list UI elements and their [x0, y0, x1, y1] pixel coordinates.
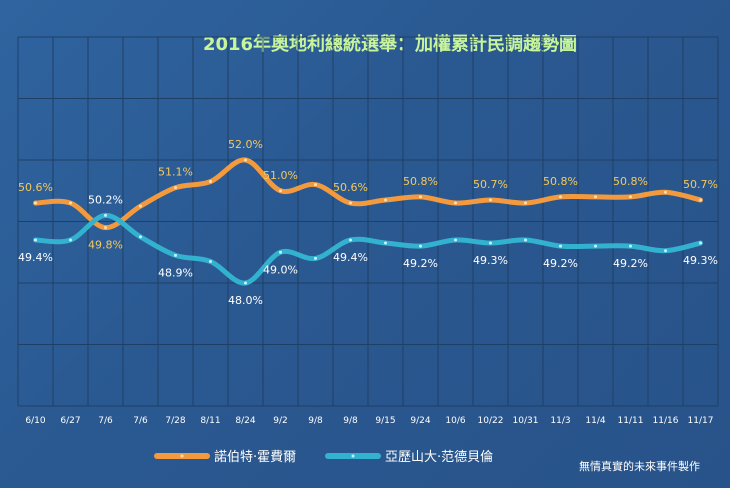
data-point-hofer	[594, 195, 597, 199]
x-tick-label: 9/8	[308, 416, 323, 426]
x-tick-label: 10/6	[445, 416, 465, 426]
data-point-hofer	[489, 198, 492, 202]
x-tick-label: 11/3	[550, 416, 570, 426]
data-label-van-der-bellen: 49.4%	[333, 251, 368, 264]
data-point-hofer	[314, 183, 317, 187]
x-tick-label: 8/24	[235, 416, 255, 426]
data-label-hofer: 51.1%	[158, 166, 193, 179]
data-point-hofer	[104, 226, 107, 230]
data-point-van-der-bellen	[489, 241, 492, 245]
data-label-van-der-bellen: 49.2%	[403, 257, 438, 270]
data-point-van-der-bellen	[139, 235, 142, 239]
data-label-van-der-bellen: 49.3%	[683, 254, 718, 267]
data-point-hofer	[69, 201, 72, 205]
x-tick-label: 9/8	[343, 416, 358, 426]
x-tick-label: 11/16	[653, 416, 679, 426]
x-tick-label: 8/11	[200, 416, 220, 426]
series-line-hofer	[33, 157, 703, 231]
data-point-van-der-bellen	[349, 238, 352, 242]
x-tick-label: 9/2	[273, 416, 287, 426]
data-point-van-der-bellen	[384, 241, 387, 245]
x-tick-label: 11/17	[688, 416, 714, 426]
data-label-van-der-bellen: 49.2%	[543, 257, 578, 270]
legend-marker-van-der-bellen	[351, 454, 355, 458]
x-tick-label: 9/24	[410, 416, 430, 426]
data-point-hofer	[664, 190, 667, 194]
data-label-van-der-bellen: 49.2%	[613, 257, 648, 270]
data-point-van-der-bellen	[244, 281, 247, 285]
data-point-van-der-bellen	[174, 253, 177, 257]
x-axis-ticks: 6/10 6/27 7/6 7/6 7/28 8/11 8/24 9/2 9/8 9/8 9/15 9…	[25, 416, 713, 426]
data-label-hofer: 50.8%	[613, 175, 648, 188]
data-label-hofer: 51.0%	[263, 169, 298, 182]
data-point-hofer	[629, 195, 632, 199]
data-point-hofer	[244, 158, 247, 162]
data-point-van-der-bellen	[104, 213, 107, 217]
x-tick-label: 10/31	[513, 416, 539, 426]
data-point-hofer	[699, 198, 702, 202]
x-tick-label: 11/11	[618, 416, 644, 426]
data-point-hofer	[384, 198, 387, 202]
data-point-hofer	[419, 195, 422, 199]
chart-title: 2016年奧地利總統選舉：加權累計民調趨勢圖	[203, 33, 577, 55]
series-line-van-der-bellen	[33, 212, 703, 286]
data-point-hofer	[279, 189, 282, 193]
data-label-hofer: 50.8%	[403, 175, 438, 188]
data-label-van-der-bellen: 49.4%	[18, 251, 53, 264]
data-label-van-der-bellen: 48.0%	[228, 294, 263, 307]
data-label-van-der-bellen: 50.2%	[88, 193, 123, 206]
data-point-van-der-bellen	[314, 256, 317, 260]
data-point-hofer	[34, 201, 37, 205]
data-point-hofer	[524, 201, 527, 205]
data-labels: 50.6% 49.8% 51.1% 52.0% 51.0% 50.6% 50.8% 50.7%…	[18, 138, 718, 307]
data-label-hofer: 49.8%	[88, 239, 123, 252]
data-point-van-der-bellen	[594, 244, 597, 248]
data-point-van-der-bellen	[419, 244, 422, 248]
data-label-hofer: 50.7%	[683, 178, 718, 191]
data-point-van-der-bellen	[279, 250, 282, 254]
credit-text: 無情真實的未來事件製作	[579, 459, 700, 473]
data-point-van-der-bellen	[209, 259, 212, 263]
data-point-hofer	[349, 201, 352, 205]
x-tick-label: 7/6	[133, 416, 148, 426]
data-point-van-der-bellen	[69, 238, 72, 242]
data-point-hofer	[139, 204, 142, 208]
legend-label-hofer: 諾伯特·霍費爾	[214, 449, 296, 465]
data-point-van-der-bellen	[524, 238, 527, 242]
data-point-hofer	[559, 195, 562, 199]
data-label-hofer: 52.0%	[228, 138, 263, 151]
data-label-hofer: 50.8%	[543, 175, 578, 188]
x-tick-label: 6/27	[60, 416, 80, 426]
data-point-van-der-bellen	[34, 238, 37, 242]
x-tick-label: 7/28	[165, 416, 185, 426]
legend-marker-hofer	[180, 454, 184, 458]
data-label-hofer: 50.6%	[18, 181, 53, 194]
data-point-van-der-bellen	[629, 244, 632, 248]
data-point-van-der-bellen	[699, 241, 702, 245]
data-point-van-der-bellen	[664, 249, 667, 253]
legend-label-van-der-bellen: 亞歷山大·范德貝倫	[385, 450, 493, 465]
data-point-van-der-bellen	[559, 244, 562, 248]
data-label-hofer: 50.6%	[333, 181, 368, 194]
data-point-hofer	[209, 180, 212, 184]
data-label-hofer: 50.7%	[473, 178, 508, 191]
data-point-van-der-bellen	[454, 238, 457, 242]
data-label-van-der-bellen: 49.0%	[263, 263, 298, 276]
series-lines	[33, 157, 703, 286]
legend: 諾伯特·霍費爾 亞歷山大·范德貝倫	[154, 449, 493, 465]
x-tick-label: 7/6	[98, 416, 113, 426]
data-point-hofer	[174, 186, 177, 190]
grid	[17, 36, 719, 407]
x-tick-label: 9/15	[375, 416, 395, 426]
x-tick-label: 11/4	[585, 416, 605, 426]
x-tick-label: 10/22	[478, 416, 504, 426]
x-tick-label: 6/10	[25, 416, 45, 426]
data-point-hofer	[454, 201, 457, 205]
data-label-van-der-bellen: 48.9%	[158, 266, 193, 279]
data-label-van-der-bellen: 49.3%	[473, 254, 508, 267]
